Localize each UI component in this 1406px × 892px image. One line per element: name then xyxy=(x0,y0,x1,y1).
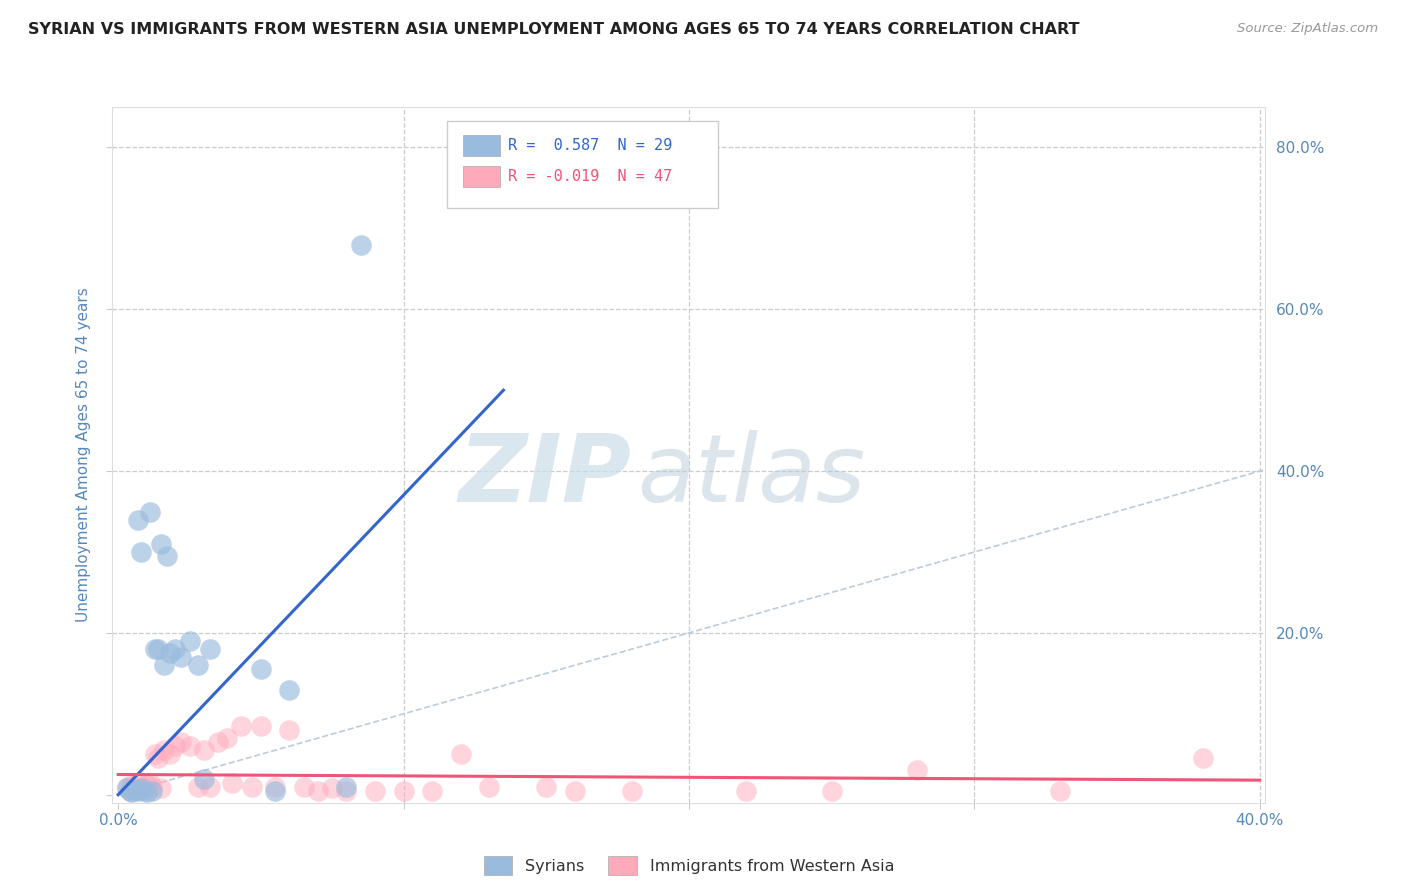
Point xyxy=(229,719,252,733)
Point xyxy=(179,739,201,754)
Text: SYRIAN VS IMMIGRANTS FROM WESTERN ASIA UNEMPLOYMENT AMONG AGES 65 TO 74 YEARS CO: SYRIAN VS IMMIGRANTS FROM WESTERN ASIA U… xyxy=(28,22,1080,37)
Point xyxy=(1191,751,1213,765)
Point xyxy=(335,780,357,794)
Point xyxy=(170,735,193,749)
Point xyxy=(170,650,193,665)
Point xyxy=(138,504,160,518)
Point xyxy=(129,780,152,794)
Point xyxy=(350,237,373,252)
Point xyxy=(153,658,176,673)
Point xyxy=(536,780,558,794)
Point xyxy=(264,783,287,797)
FancyBboxPatch shape xyxy=(463,166,501,187)
Point xyxy=(115,780,138,794)
Point xyxy=(132,783,155,797)
Point xyxy=(321,781,343,796)
Point xyxy=(198,780,221,794)
Point xyxy=(187,780,209,794)
Point xyxy=(127,784,149,798)
Point xyxy=(450,747,472,762)
Text: R = -0.019  N = 47: R = -0.019 N = 47 xyxy=(508,169,672,184)
Point xyxy=(118,783,141,797)
Point xyxy=(478,780,501,794)
Point xyxy=(564,783,586,797)
Text: R =  0.587  N = 29: R = 0.587 N = 29 xyxy=(508,137,672,153)
Text: Source: ZipAtlas.com: Source: ZipAtlas.com xyxy=(1237,22,1378,36)
Point xyxy=(820,783,842,797)
Point xyxy=(307,783,329,797)
Point xyxy=(198,642,221,657)
Point xyxy=(215,731,238,745)
Point xyxy=(141,783,163,797)
Point xyxy=(129,545,152,559)
Point xyxy=(364,783,387,797)
Point xyxy=(250,719,273,733)
Point xyxy=(159,747,181,762)
Point xyxy=(165,642,187,657)
Point xyxy=(165,739,187,754)
FancyBboxPatch shape xyxy=(447,121,717,208)
Point xyxy=(143,642,166,657)
Point xyxy=(115,781,138,796)
Point xyxy=(193,772,215,786)
Point xyxy=(132,781,155,796)
Text: atlas: atlas xyxy=(637,430,865,521)
Point xyxy=(141,780,163,794)
Point xyxy=(124,782,146,797)
Legend: Syrians, Immigrants from Western Asia: Syrians, Immigrants from Western Asia xyxy=(484,856,894,875)
Point xyxy=(620,783,643,797)
Text: ZIP: ZIP xyxy=(458,430,631,522)
Y-axis label: Unemployment Among Ages 65 to 74 years: Unemployment Among Ages 65 to 74 years xyxy=(76,287,91,623)
Point xyxy=(193,743,215,757)
Point xyxy=(135,785,157,799)
Point xyxy=(1049,783,1071,797)
Point xyxy=(207,735,229,749)
Point xyxy=(392,783,415,797)
Point xyxy=(143,747,166,762)
Point xyxy=(127,775,149,789)
Point xyxy=(150,537,173,551)
Point xyxy=(335,783,357,797)
Point xyxy=(150,781,173,796)
Point xyxy=(250,662,273,676)
Point xyxy=(905,764,928,778)
Point xyxy=(146,751,169,765)
Point xyxy=(124,782,146,797)
Point xyxy=(264,780,287,794)
Point xyxy=(135,778,157,792)
Point xyxy=(121,785,143,799)
Point xyxy=(278,682,301,697)
Point xyxy=(292,780,315,794)
Point xyxy=(153,743,176,757)
Point xyxy=(127,513,149,527)
Point xyxy=(187,658,209,673)
Point xyxy=(278,723,301,737)
Point xyxy=(735,783,758,797)
Point xyxy=(221,775,243,789)
Point xyxy=(240,780,263,794)
Point xyxy=(420,783,443,797)
Point xyxy=(121,781,143,796)
Point xyxy=(179,634,201,648)
Point xyxy=(146,642,169,657)
FancyBboxPatch shape xyxy=(463,135,501,156)
Point xyxy=(156,549,179,563)
Point xyxy=(118,783,141,797)
Point xyxy=(159,646,181,660)
Point xyxy=(138,775,160,789)
Point xyxy=(121,778,143,792)
Point xyxy=(129,781,152,796)
